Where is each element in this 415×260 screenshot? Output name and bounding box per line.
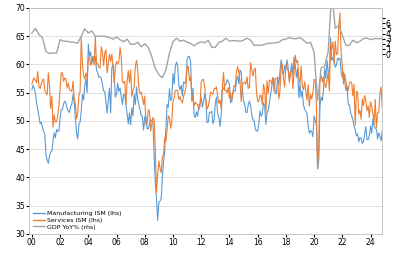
Legend: Manufacturing ISM (lhs), Services ISM (lhs), GDP YoY% (rhs): Manufacturing ISM (lhs), Services ISM (l… xyxy=(32,210,123,231)
